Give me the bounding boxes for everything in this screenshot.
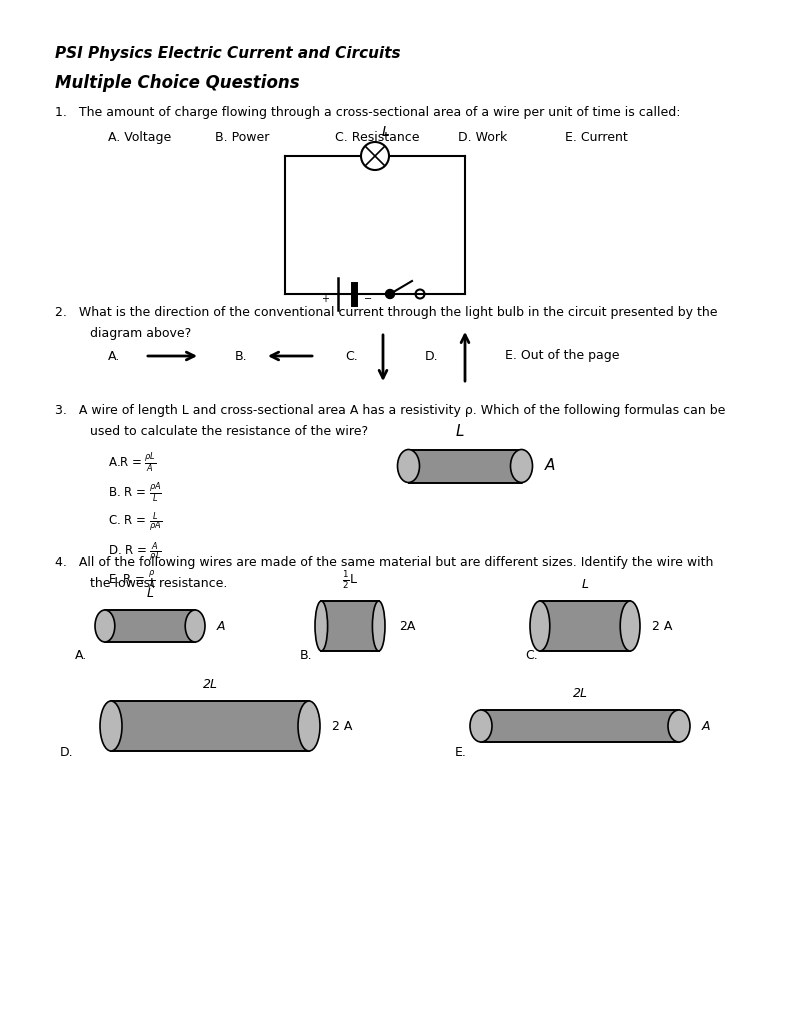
- Ellipse shape: [668, 710, 690, 742]
- Text: 2L: 2L: [202, 678, 218, 691]
- Text: 2 A: 2 A: [332, 720, 352, 732]
- Text: A.R = $\frac{\rho L}{A}$: A.R = $\frac{\rho L}{A}$: [108, 450, 157, 474]
- Bar: [481, 710, 679, 742]
- Text: A. Voltage: A. Voltage: [108, 131, 171, 144]
- Ellipse shape: [298, 701, 320, 751]
- Bar: [540, 601, 630, 651]
- Bar: [481, 710, 679, 742]
- Ellipse shape: [100, 701, 122, 751]
- Text: L: L: [456, 425, 464, 439]
- Ellipse shape: [398, 450, 419, 482]
- Text: 3.   A wire of length L and cross-sectional area A has a resistivity ρ. Which of: 3. A wire of length L and cross-sectiona…: [55, 404, 725, 417]
- Text: Multiple Choice Questions: Multiple Choice Questions: [55, 74, 300, 92]
- Text: 1.   The amount of charge flowing through a cross-sectional area of a wire per u: 1. The amount of charge flowing through …: [55, 106, 680, 119]
- Text: diagram above?: diagram above?: [90, 327, 191, 340]
- Text: C. R = $\frac{L}{\rho A}$: C. R = $\frac{L}{\rho A}$: [108, 510, 162, 534]
- Text: E. Out of the page: E. Out of the page: [505, 349, 619, 362]
- Text: A.: A.: [108, 349, 120, 362]
- Text: A: A: [544, 459, 554, 473]
- Bar: [540, 601, 630, 651]
- Ellipse shape: [373, 601, 385, 651]
- Text: C.: C.: [345, 349, 358, 362]
- Text: B. Power: B. Power: [215, 131, 270, 144]
- Ellipse shape: [530, 601, 550, 651]
- Circle shape: [385, 290, 395, 299]
- Bar: [321, 601, 379, 651]
- Text: E. R = $\frac{\rho}{A}$: E. R = $\frac{\rho}{A}$: [108, 570, 156, 591]
- Text: A: A: [217, 620, 225, 633]
- Text: L: L: [382, 125, 390, 139]
- Text: +: +: [321, 294, 329, 304]
- Ellipse shape: [185, 610, 205, 642]
- Text: C.: C.: [525, 649, 538, 662]
- Text: E. Current: E. Current: [565, 131, 628, 144]
- Ellipse shape: [470, 710, 492, 742]
- Text: 2 A: 2 A: [652, 620, 672, 633]
- Text: 2A: 2A: [399, 620, 415, 633]
- Bar: [111, 701, 309, 751]
- Bar: [111, 701, 309, 751]
- Circle shape: [361, 142, 389, 170]
- Ellipse shape: [95, 610, 115, 642]
- Bar: [105, 610, 195, 642]
- Text: B.: B.: [235, 349, 248, 362]
- Text: A.: A.: [75, 649, 87, 662]
- Bar: [408, 450, 521, 482]
- Text: D.: D.: [60, 746, 74, 759]
- Text: 2.   What is the direction of the conventional current through the light bulb in: 2. What is the direction of the conventi…: [55, 306, 717, 319]
- Bar: [105, 610, 195, 642]
- Text: D.: D.: [425, 349, 439, 362]
- Ellipse shape: [510, 450, 532, 482]
- Ellipse shape: [620, 601, 640, 651]
- Text: 4.   All of the following wires are made of the same material but are different : 4. All of the following wires are made o…: [55, 556, 713, 569]
- Text: E.: E.: [455, 746, 467, 759]
- Text: B.: B.: [300, 649, 312, 662]
- Text: A: A: [702, 720, 710, 732]
- Text: PSI Physics Electric Current and Circuits: PSI Physics Electric Current and Circuit…: [55, 46, 400, 61]
- Bar: [408, 450, 521, 482]
- Text: $\frac{1}{2}$L: $\frac{1}{2}$L: [342, 569, 358, 591]
- Text: L: L: [581, 578, 589, 591]
- Text: D. Work: D. Work: [458, 131, 507, 144]
- Bar: [321, 601, 379, 651]
- Text: L: L: [146, 587, 153, 600]
- Text: B. R = $\frac{\rho A}{L}$: B. R = $\frac{\rho A}{L}$: [108, 480, 162, 504]
- Text: −: −: [364, 294, 372, 304]
- Text: D. R = $\frac{A}{\rho L}$: D. R = $\frac{A}{\rho L}$: [108, 540, 162, 563]
- Text: C. Resistance: C. Resistance: [335, 131, 419, 144]
- Text: the lowest resistance.: the lowest resistance.: [90, 577, 227, 590]
- Ellipse shape: [315, 601, 327, 651]
- Text: used to calculate the resistance of the wire?: used to calculate the resistance of the …: [90, 425, 368, 438]
- Text: 2L: 2L: [573, 687, 588, 700]
